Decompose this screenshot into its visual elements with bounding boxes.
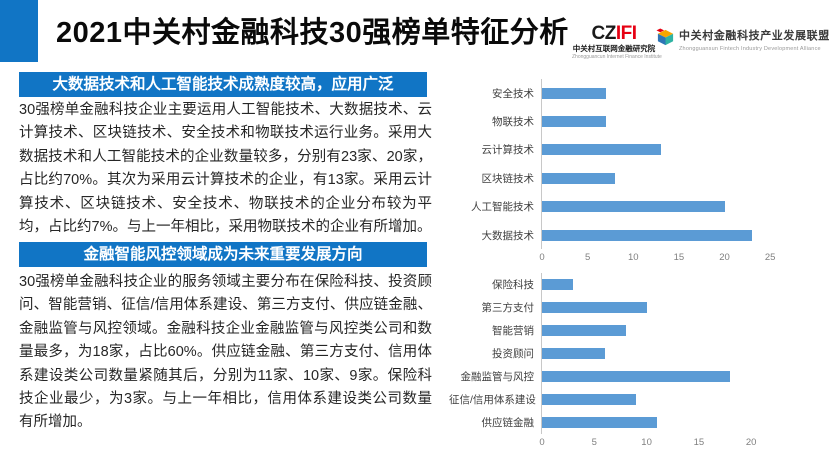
axis-tick-label: 10 bbox=[627, 252, 639, 264]
chart-row: 保险科技 bbox=[449, 273, 793, 296]
bar bbox=[542, 116, 606, 128]
chart-row: 物联技术 bbox=[449, 107, 793, 136]
chart-row: 第三方支付 bbox=[449, 296, 793, 319]
chart-row: 大数据技术 bbox=[449, 220, 793, 250]
chart-row: 金融监管与风控 bbox=[449, 365, 793, 388]
chart-row: 投资顾问 bbox=[449, 342, 793, 365]
axis-tick-label: 20 bbox=[745, 437, 757, 448]
bar bbox=[542, 172, 616, 184]
bar bbox=[542, 87, 606, 99]
technology-usage-chart: 安全技术物联技术云计算技术区块链技术人工智能技术大数据技术 0 5 10 15 20 25 bbox=[449, 79, 793, 264]
category-label: 智能营销 bbox=[492, 325, 534, 337]
bar bbox=[542, 417, 658, 428]
bar-track bbox=[541, 164, 793, 193]
category-label: 云计算技术 bbox=[481, 144, 535, 157]
bar-track bbox=[541, 342, 793, 365]
bar bbox=[542, 302, 647, 313]
bar bbox=[542, 394, 637, 405]
axis-tick-label: 25 bbox=[764, 252, 776, 264]
czifi-wordmark-red: IFI bbox=[615, 23, 637, 44]
alliance-name-cn: 中关村金融科技产业发展联盟 bbox=[679, 30, 830, 42]
category-label: 物联技术 bbox=[492, 116, 534, 129]
bar-track bbox=[541, 107, 793, 136]
category-label: 投资顾问 bbox=[492, 348, 534, 360]
czifi-name-cn: 中关村互联网金融研究院 bbox=[572, 44, 656, 53]
category-label: 供应链金融 bbox=[481, 417, 535, 429]
category-label: 金融监管与风控 bbox=[460, 371, 535, 383]
bar bbox=[542, 371, 731, 382]
chart-x-axis: 0 5 10 15 20 bbox=[539, 434, 793, 449]
bar-track bbox=[541, 411, 793, 434]
alliance-logo: 中关村金融科技产业发展联盟 Zhongguansun Fintech Indus… bbox=[656, 27, 830, 52]
bar-track bbox=[541, 388, 793, 411]
czifi-logo: CZIFI 中关村互联网金融研究院 Zhongguancun Internet … bbox=[572, 24, 662, 60]
bar bbox=[542, 229, 752, 241]
czifi-name-en: Zhongguancun Internet Finance Institute bbox=[572, 53, 662, 60]
section-heading-technology: 大数据技术和人工智能技术成熟度较高，应用广泛 bbox=[19, 72, 427, 97]
bar bbox=[542, 201, 725, 213]
category-label: 第三方支付 bbox=[481, 302, 535, 314]
axis-tick-label: 5 bbox=[591, 437, 597, 448]
page-title: 2021中关村金融科技30强榜单特征分析 bbox=[56, 17, 569, 49]
czifi-wordmark: CZIFI bbox=[572, 24, 656, 43]
chart-row: 云计算技术 bbox=[449, 135, 793, 165]
service-field-chart: 保险科技第三方支付智能营销投资顾问金融监管与风控征信/信用体系建设供应链金融 0… bbox=[449, 273, 793, 449]
axis-tick-label: 20 bbox=[719, 252, 730, 264]
category-label: 征信/信用体系建设 bbox=[449, 394, 536, 406]
title-accent-bar bbox=[0, 0, 38, 62]
axis-tick-label: 15 bbox=[693, 437, 705, 448]
bar bbox=[542, 325, 626, 336]
chart-row: 安全技术 bbox=[449, 79, 793, 108]
bar-track bbox=[541, 296, 793, 319]
bar-track bbox=[541, 220, 793, 250]
axis-tick-label: 0 bbox=[539, 437, 545, 448]
bar-track bbox=[541, 365, 793, 388]
section-heading-service: 金融智能风控领域成为未来重要发展方向 bbox=[19, 242, 427, 267]
category-label: 保险科技 bbox=[492, 279, 534, 291]
category-label: 大数据技术 bbox=[481, 229, 535, 242]
chart-row: 区块链技术 bbox=[449, 164, 793, 193]
category-label: 人工智能技术 bbox=[471, 201, 534, 214]
chart-row: 智能营销 bbox=[449, 319, 793, 342]
bar bbox=[542, 348, 605, 359]
axis-tick-label: 15 bbox=[673, 252, 685, 264]
section-body-service: 30强榜单金融科技企业的服务领域主要分布在保险科技、投资顾问、智能营销、征信/信… bbox=[19, 274, 432, 431]
chart-row: 供应链金融 bbox=[449, 411, 793, 434]
bar bbox=[542, 144, 661, 156]
chart-plot-area: 保险科技第三方支付智能营销投资顾问金融监管与风控征信/信用体系建设供应链金融 bbox=[449, 273, 793, 434]
bar-track bbox=[541, 79, 793, 108]
alliance-name-en: Zhongguansun Fintech Industry Developmen… bbox=[679, 46, 821, 52]
bar bbox=[542, 279, 574, 290]
czifi-wordmark-dark: CZ bbox=[591, 23, 617, 44]
axis-tick-label: 0 bbox=[539, 252, 545, 264]
bar-track bbox=[541, 319, 793, 342]
alliance-text: 中关村金融科技产业发展联盟 Zhongguansun Fintech Indus… bbox=[679, 27, 830, 52]
category-label: 区块链技术 bbox=[481, 172, 535, 185]
bar-track bbox=[541, 192, 793, 221]
chart-x-axis: 0 5 10 15 20 25 bbox=[539, 249, 793, 264]
chart-row: 人工智能技术 bbox=[449, 192, 793, 221]
alliance-cube-icon bbox=[656, 28, 674, 46]
chart-plot-area: 安全技术物联技术云计算技术区块链技术人工智能技术大数据技术 bbox=[449, 79, 793, 250]
axis-tick-label: 5 bbox=[584, 252, 591, 264]
axis-tick-label: 10 bbox=[641, 437, 652, 448]
category-label: 安全技术 bbox=[492, 87, 534, 100]
bar-track bbox=[541, 273, 793, 296]
chart-row: 征信/信用体系建设 bbox=[449, 388, 793, 411]
bar-track bbox=[541, 135, 793, 165]
section-body-technology: 30强榜单金融科技企业主要运用人工智能技术、大数据技术、云计算技术、区块链技术、… bbox=[19, 102, 432, 236]
